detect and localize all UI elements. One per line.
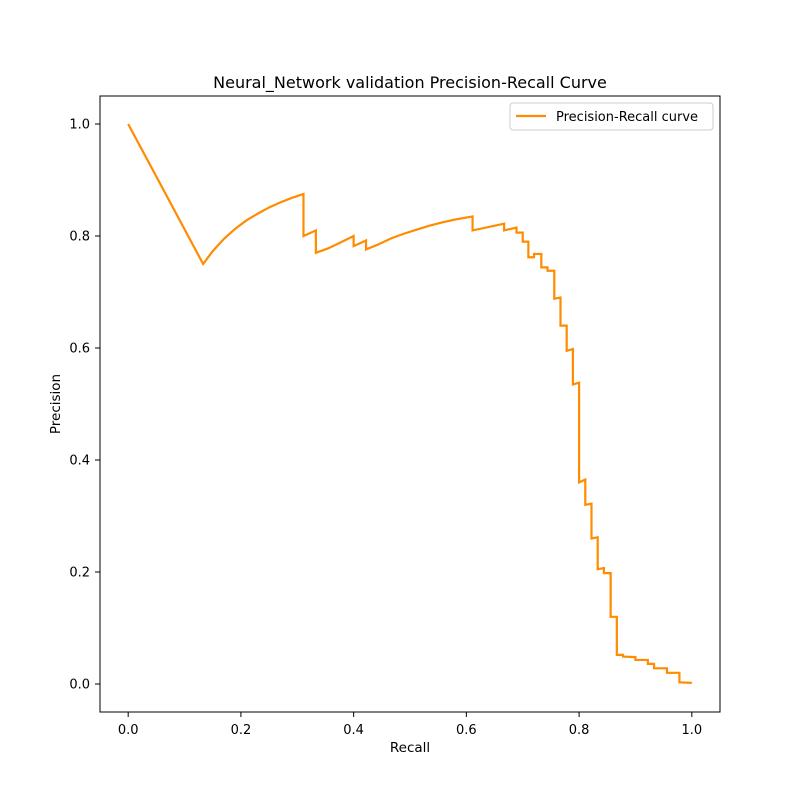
data-layer — [127, 123, 692, 684]
x-tick-label: 0.2 — [231, 723, 252, 738]
x-tick-label: 0.0 — [118, 723, 139, 738]
plot-frame — [99, 95, 721, 713]
legend-box — [509, 102, 714, 131]
legend: Precision-Recall curve — [509, 102, 714, 131]
axis-ticks: 0.0 0.2 0.4 0.6 0.8 1.0 0.0 0.2 0.4 0.6 0.8 1.0 — [69, 118, 702, 739]
y-tick-label: 0.0 — [69, 678, 90, 693]
plot-area — [100, 96, 720, 712]
y-tick-label: 0.6 — [69, 342, 90, 357]
x-tick-label: 0.6 — [456, 723, 477, 738]
x-tick-label: 0.8 — [569, 723, 590, 738]
x-axis-label: Recall — [390, 740, 430, 756]
legend-label: Precision-Recall curve — [556, 110, 698, 125]
y-axis-label: Precision — [48, 374, 64, 434]
y-tick-label: 1.0 — [69, 118, 90, 133]
chart-title: Neural_Network validation Precision-Reca… — [213, 73, 607, 93]
y-tick-label: 0.8 — [69, 230, 90, 245]
series-line-precision-recall — [127, 123, 692, 684]
x-tick-label: 0.4 — [343, 723, 364, 738]
x-tick-label: 1.0 — [681, 723, 702, 738]
y-tick-label: 0.4 — [69, 454, 90, 469]
y-tick-label: 0.2 — [69, 566, 90, 581]
